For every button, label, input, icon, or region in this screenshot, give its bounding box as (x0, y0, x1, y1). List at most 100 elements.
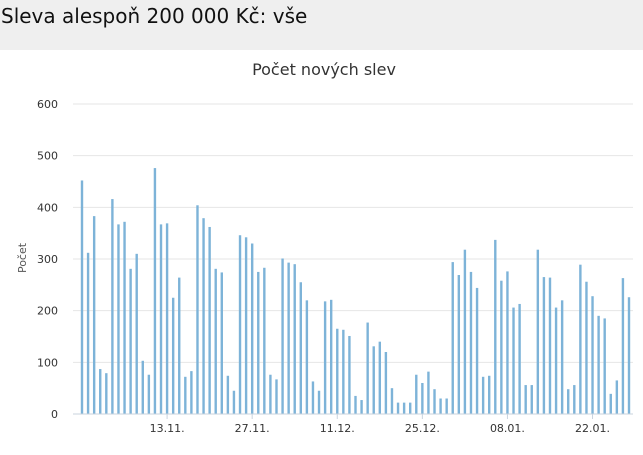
bar[interactable] (281, 258, 284, 414)
bar[interactable] (585, 281, 588, 414)
bar[interactable] (469, 271, 473, 414)
bar[interactable] (415, 374, 418, 414)
bar[interactable] (591, 296, 594, 414)
bar[interactable] (524, 385, 527, 414)
bar[interactable] (463, 249, 467, 414)
bar[interactable] (342, 329, 345, 414)
bar[interactable] (111, 199, 114, 414)
bar[interactable] (178, 277, 181, 414)
bar[interactable] (299, 282, 302, 414)
bar[interactable] (147, 374, 151, 414)
bar[interactable] (336, 328, 339, 414)
bar[interactable] (627, 297, 631, 414)
bar[interactable] (99, 369, 102, 414)
bar[interactable] (457, 275, 461, 414)
bar[interactable] (117, 224, 120, 414)
bar[interactable] (214, 268, 217, 414)
bar[interactable] (409, 402, 412, 414)
bar[interactable] (250, 243, 254, 415)
y-tick-label: 400 (37, 201, 58, 214)
bar[interactable] (257, 271, 260, 414)
bar[interactable] (244, 237, 248, 414)
bar[interactable] (311, 381, 315, 414)
x-tick-label: 08.01. (490, 422, 525, 435)
bar[interactable] (390, 388, 394, 414)
bar[interactable] (384, 352, 388, 414)
bar[interactable] (560, 300, 564, 414)
bar[interactable] (615, 380, 619, 414)
bars (80, 168, 631, 415)
bar[interactable] (573, 385, 576, 414)
bar[interactable] (475, 287, 479, 414)
bar[interactable] (421, 383, 424, 414)
bar[interactable] (548, 277, 552, 414)
bar[interactable] (433, 389, 436, 414)
bar[interactable] (263, 267, 266, 414)
bar[interactable] (317, 390, 321, 414)
y-tick-label: 300 (37, 253, 58, 266)
bar[interactable] (80, 180, 84, 414)
bar[interactable] (165, 223, 169, 414)
bar[interactable] (184, 376, 187, 414)
bar[interactable] (269, 374, 272, 414)
y-tick-label: 100 (37, 356, 58, 369)
bar[interactable] (141, 360, 144, 414)
bar[interactable] (621, 278, 625, 414)
bar[interactable] (554, 307, 558, 414)
bar[interactable] (366, 322, 369, 414)
bar[interactable] (275, 379, 278, 414)
y-tick-label: 600 (37, 98, 58, 111)
bar[interactable] (135, 253, 138, 414)
bar[interactable] (129, 268, 132, 414)
bar[interactable] (86, 252, 90, 414)
bar[interactable] (427, 371, 430, 414)
bar[interactable] (238, 235, 242, 414)
y-tick-labels: 0 100 200 300 400 500 600 (37, 98, 58, 421)
bar[interactable] (293, 264, 296, 414)
bar[interactable] (92, 216, 96, 414)
bar[interactable] (567, 389, 570, 414)
bar[interactable] (196, 205, 199, 414)
bar[interactable] (232, 390, 236, 414)
bar[interactable] (226, 375, 230, 414)
bar[interactable] (372, 346, 375, 414)
bar[interactable] (378, 341, 382, 414)
y-axis-label: Počet (16, 242, 29, 273)
bar[interactable] (329, 299, 333, 414)
bar[interactable] (190, 371, 193, 414)
bar[interactable] (542, 277, 546, 414)
bar[interactable] (439, 398, 442, 415)
bar[interactable] (536, 249, 540, 414)
bar[interactable] (305, 300, 309, 414)
bar[interactable] (396, 402, 400, 414)
bar[interactable] (597, 315, 600, 414)
bar[interactable] (360, 400, 363, 414)
bar[interactable] (518, 303, 521, 414)
bar[interactable] (105, 373, 108, 414)
bar[interactable] (220, 272, 223, 414)
bar[interactable] (488, 375, 491, 414)
bar[interactable] (202, 218, 205, 414)
bar[interactable] (500, 280, 503, 414)
bar[interactable] (512, 307, 515, 414)
bar[interactable] (530, 385, 533, 414)
bar[interactable] (609, 393, 612, 414)
bar[interactable] (402, 402, 406, 414)
bar[interactable] (287, 262, 290, 414)
bar[interactable] (159, 224, 163, 414)
bar[interactable] (348, 335, 351, 414)
bar[interactable] (323, 301, 327, 414)
bar[interactable] (171, 297, 175, 414)
bar[interactable] (579, 264, 582, 414)
bar[interactable] (153, 168, 157, 414)
bar[interactable] (506, 271, 509, 414)
bar[interactable] (445, 398, 448, 415)
bar[interactable] (603, 318, 606, 414)
bar[interactable] (208, 226, 211, 414)
bar[interactable] (481, 376, 485, 414)
bar[interactable] (123, 221, 126, 414)
bar[interactable] (494, 239, 497, 414)
page-header: Sleva alespoň 200 000 Kč: vše (0, 0, 643, 50)
bar[interactable] (354, 395, 357, 414)
bar[interactable] (451, 262, 454, 414)
